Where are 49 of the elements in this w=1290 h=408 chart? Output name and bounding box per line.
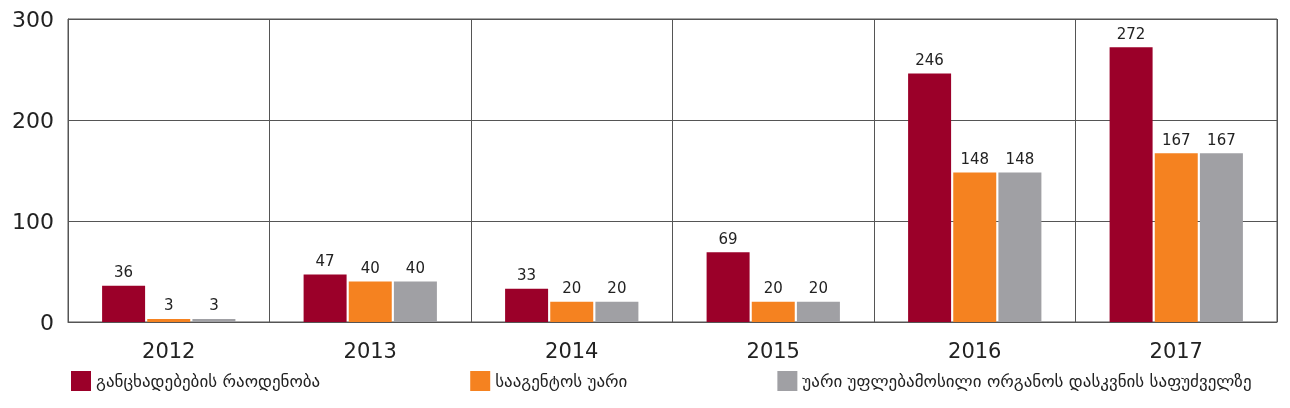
legend-label: სააგენტოს უარი: [495, 371, 628, 391]
x-tick-label: 2013: [343, 338, 397, 363]
legend-label: განცხადებების რაოდენობა: [96, 371, 321, 391]
bar: [1199, 153, 1243, 322]
x-tick-label: 2015: [746, 338, 800, 363]
data-label: 3: [163, 296, 174, 315]
data-label: 246: [915, 51, 944, 70]
bar: [102, 285, 146, 322]
bar: [953, 172, 997, 322]
data-label: 47: [315, 252, 335, 271]
bar: [303, 274, 347, 322]
data-label: 33: [517, 266, 537, 285]
bar: [348, 281, 392, 322]
bar: [1109, 47, 1153, 322]
data-label: 272: [1116, 24, 1146, 43]
legend-label: უარი უფლებამოსილი ორგანოს დასკვნის საფუძველზე: [802, 371, 1252, 391]
bar: [908, 73, 952, 322]
x-tick-label: 2014: [545, 338, 599, 363]
x-tick-label: 2016: [948, 338, 1002, 363]
y-tick-label: 300: [12, 6, 54, 32]
bar: [147, 318, 191, 322]
data-label: 3: [209, 296, 219, 315]
data-label: 40: [405, 259, 425, 278]
bar: [505, 288, 549, 322]
bar: [550, 301, 594, 322]
data-label: 20: [808, 279, 828, 298]
bar: [751, 301, 795, 322]
bar: [706, 252, 750, 322]
x-tick-label: 2012: [142, 338, 196, 363]
y-tick-label: 100: [12, 208, 54, 234]
data-label: 167: [1161, 130, 1191, 149]
data-label: 167: [1207, 130, 1236, 149]
bar: [998, 172, 1042, 322]
data-label: 20: [607, 279, 627, 298]
data-label: 69: [718, 229, 738, 248]
bar: [1154, 153, 1198, 322]
bar: [393, 281, 437, 322]
data-label: 40: [360, 259, 380, 278]
data-label: 20: [763, 279, 783, 298]
data-label: 20: [562, 279, 582, 298]
bar: [796, 301, 840, 322]
data-label: 36: [114, 263, 134, 282]
y-tick-label: 200: [12, 107, 54, 133]
y-tick-label: 0: [40, 309, 54, 335]
data-label: 148: [960, 150, 990, 169]
bar: [595, 301, 639, 322]
x-tick-label: 2017: [1149, 338, 1203, 363]
data-label: 148: [1005, 150, 1035, 169]
bar: [192, 318, 236, 322]
